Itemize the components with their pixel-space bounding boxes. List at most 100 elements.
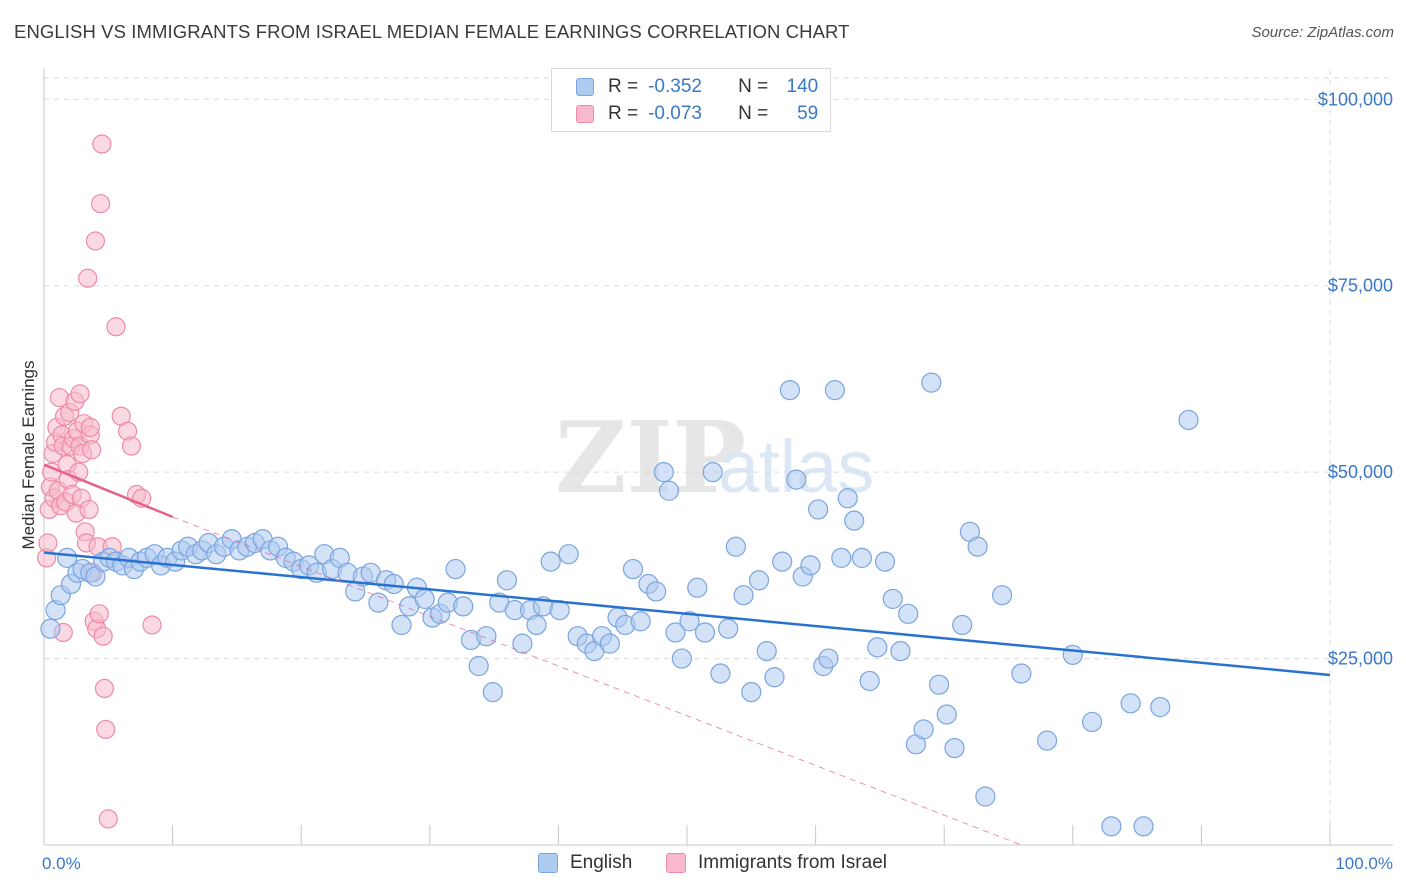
data-point-english [702,462,723,483]
data-point-english [890,641,911,662]
data-point-israel [96,719,116,740]
data-point-israel [89,604,109,624]
data-point-english [913,719,934,740]
data-point-english [665,622,686,643]
data-point-english [1062,644,1083,665]
data-point-english [482,682,503,703]
data-point-english [928,674,950,695]
legend-n-label: N = [738,103,769,124]
legend-n-value-israel: 59 [797,103,819,124]
data-point-english [1011,663,1032,684]
data-point-english [779,380,800,401]
data-point-english [671,648,692,669]
data-point-english [1036,730,1058,751]
data-point-english [944,737,965,759]
trend-extension-israel [172,516,1022,846]
chart-title: ENGLISH VS IMMIGRANTS FROM ISRAEL MEDIAN… [14,21,850,42]
legend-r-value-israel: -0.073 [648,103,702,124]
data-point-english [741,682,762,703]
data-point-english [867,637,888,658]
data-point-english [414,588,435,610]
data-point-english [772,551,793,572]
data-point-israel [90,194,111,214]
data-point-english [898,603,919,624]
english-swatch-icon [538,853,558,873]
data-point-english [526,614,547,636]
x-tick-label-min: 0.0% [42,854,81,873]
data-point-israel [80,417,100,437]
data-point-english [694,622,716,643]
data-point-english [818,648,839,669]
data-point-english [831,547,852,569]
legend-n-label: N = [738,76,769,97]
x-tick-label-max: 100.0% [1335,854,1393,873]
data-point-israel [94,678,115,699]
data-point-israel [81,440,102,460]
data-point-english [468,655,489,677]
data-point-english [952,614,973,636]
data-point-english [756,641,777,662]
english-swatch-icon [576,78,594,96]
data-point-english [710,663,731,684]
data-point-english [558,544,579,565]
data-point-english [851,547,872,569]
y-tick-label: $75,000 [1328,276,1393,296]
source-credit: Source: ZipAtlas.com [1251,24,1394,41]
data-point-english [921,372,942,393]
legend-r-label: R = [608,76,639,97]
data-point-israel [98,809,118,829]
israel-swatch-icon [666,853,686,873]
data-point-english [687,577,708,598]
data-point-english [646,581,667,602]
watermark-zip: ZIP [555,401,746,516]
data-point-english [991,585,1013,606]
trend-lines [43,463,1331,846]
data-point-english [1120,693,1141,714]
data-point-israel [85,231,106,251]
data-point-english [718,618,739,639]
data-point-english [476,626,497,647]
legend-label-israel: Immigrants from Israel [698,852,887,873]
y-tick-label: $50,000 [1328,462,1393,482]
data-point-israel [92,134,112,154]
data-point-english [1133,816,1154,837]
series-immigrants-from-israel [36,134,162,829]
data-point-english [733,585,754,606]
y-axis-label: Median Female Earnings [19,361,38,550]
data-point-english [800,555,821,576]
data-point-english [599,633,620,654]
data-point-english [824,380,845,401]
data-point-english [808,499,829,520]
data-point-english [57,547,78,569]
legend-item-english[interactable]: English [538,852,632,874]
data-point-english [679,611,700,632]
data-point-english [496,570,518,591]
data-point-israel [79,499,99,520]
data-point-english [1101,816,1122,837]
data-point-english [975,786,996,807]
trend-line-israel [43,463,174,519]
legend-row-israel: R = -0.073 N = 59 [576,101,818,127]
data-point-english [391,614,412,636]
data-point-english [658,480,680,501]
data-point-english [453,596,474,617]
data-point-english [882,588,903,610]
data-point-english [1081,711,1103,733]
legend-item-israel[interactable]: Immigrants from Israel [666,852,887,874]
data-point-english [1178,409,1199,431]
data-point-english [725,536,746,557]
data-point-israel [70,384,90,404]
data-point-english [40,618,61,639]
data-point-english [622,558,644,580]
legend-r-value-english: -0.352 [648,76,702,97]
trend-line-english [43,551,1331,677]
data-point-israel [142,615,162,635]
data-point-israel [121,436,142,456]
legend-r-label: R = [608,103,639,124]
data-point-english [383,573,404,595]
data-point-english [1150,696,1171,718]
data-point-israel [93,626,113,646]
data-point-english [764,667,785,688]
data-point-israel [38,533,58,553]
